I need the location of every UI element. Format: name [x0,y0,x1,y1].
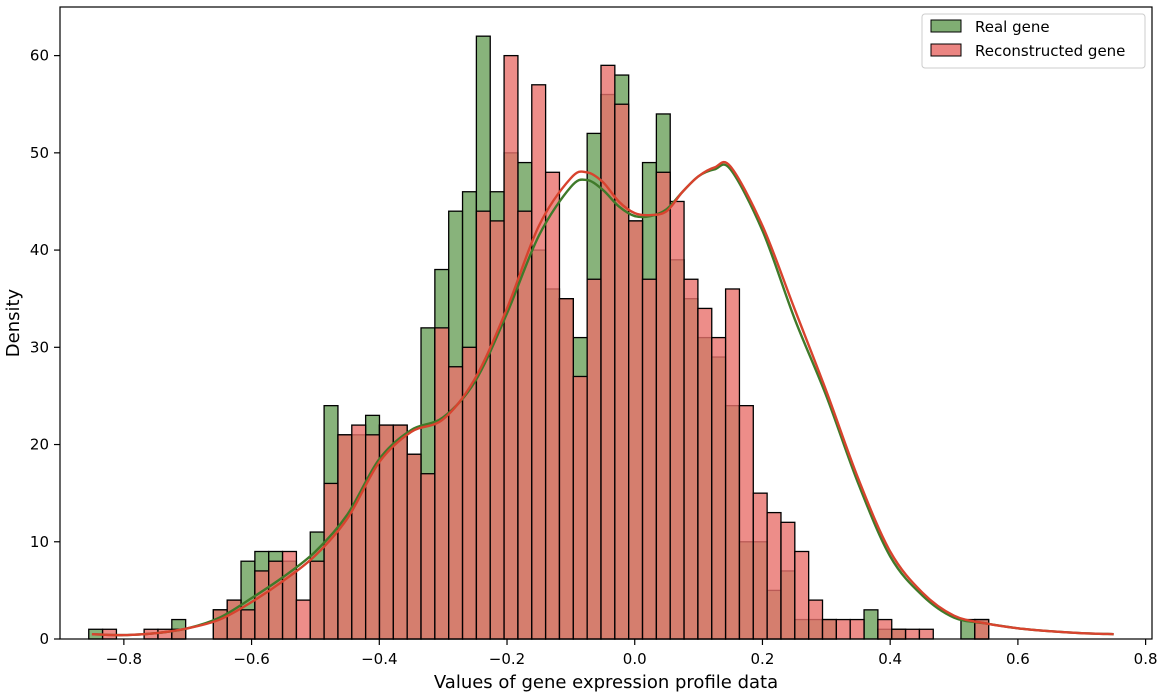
histogram-bar [558,298,574,640]
histogram-bar [641,278,658,640]
x-tick-label: −0.4 [361,650,397,668]
histogram-bar [835,618,851,640]
y-tick-label: 0 [39,630,49,648]
x-tick-label: −0.8 [106,650,142,668]
histogram-bar [808,599,824,640]
histogram-bar [780,521,796,640]
x-tick-label: 0.6 [1006,650,1030,668]
histogram-bar [697,307,713,640]
histogram-bar [406,453,422,640]
histogram-bar [669,200,685,640]
histogram-bar [891,628,907,640]
histogram-bar [655,171,671,640]
x-axis-label: Values of gene expression profile data [434,672,778,693]
ticks-layer: −0.8 −0.6 −0.4 −0.2 0.0 0.2 0.4 0.6 0.8 0 10 20 30 40… [30,47,1158,668]
histogram-bar [683,278,699,640]
histogram-bar [531,84,547,640]
histogram-bar [544,171,561,640]
histogram-bar [420,473,436,640]
histogram-bar [738,404,754,640]
legend: Real gene Reconstructed gene [921,13,1146,69]
x-tick-label: 0.4 [878,650,902,668]
kde-line-reconstructed-gene [91,160,1114,637]
histogram-bar [794,550,810,640]
histogram-bar [475,210,491,640]
histogram-bar [295,599,311,640]
x-tick-label: 0.0 [623,650,647,668]
histogram-bar [392,424,408,640]
legend-label-real-gene: Real gene [975,18,1050,36]
histogram-bar [489,220,505,640]
x-tick-label: −0.2 [489,650,525,668]
histogram-bar [877,618,893,640]
histogram-bar [918,628,934,640]
y-tick-label: 20 [30,436,49,454]
histogram-bar [240,609,256,640]
y-tick-label: 10 [30,533,49,551]
bars-layer [88,35,990,640]
histogram-bar [323,482,339,640]
kde-line-real-gene [91,163,1114,637]
plot-frame [59,6,1153,640]
histogram-bar [337,434,353,640]
histogram-bar [821,618,838,640]
histogram-bar [863,609,879,640]
legend-swatch-reconstructed-gene [930,43,962,57]
histogram-bar [309,560,325,640]
histogram-bar [628,220,644,640]
histogram-bar [724,288,741,640]
histogram-bar [503,54,519,640]
histogram-bar [600,64,616,640]
histogram-bar [351,424,367,640]
x-tick-label: 0.2 [751,650,775,668]
histogram-bar [586,278,602,640]
histogram-bar [614,103,630,640]
histogram-bar [766,511,782,640]
histogram-bar [849,618,865,640]
kde-layer [91,160,1114,637]
histogram-bar [254,570,270,640]
legend-label-reconstructed-gene: Reconstructed gene [975,42,1125,60]
histogram-bar [904,628,921,640]
x-tick-label: 0.8 [1134,650,1158,668]
legend-frame [921,13,1146,69]
legend-swatch-real-gene [930,19,962,33]
histogram-bar [434,327,450,640]
x-tick-label: −0.6 [233,650,269,668]
histogram-bar [281,550,298,640]
histogram-bar [752,492,768,640]
histogram-bar [711,336,727,640]
bars-reconstructed-gene [101,54,990,640]
y-tick-label: 50 [30,144,49,162]
histogram-bar [268,560,284,640]
y-tick-label: 30 [30,338,49,356]
y-tick-label: 60 [30,47,49,65]
y-axis-label: Density [3,288,24,357]
y-tick-label: 40 [30,241,49,259]
histogram-bar [572,375,588,640]
